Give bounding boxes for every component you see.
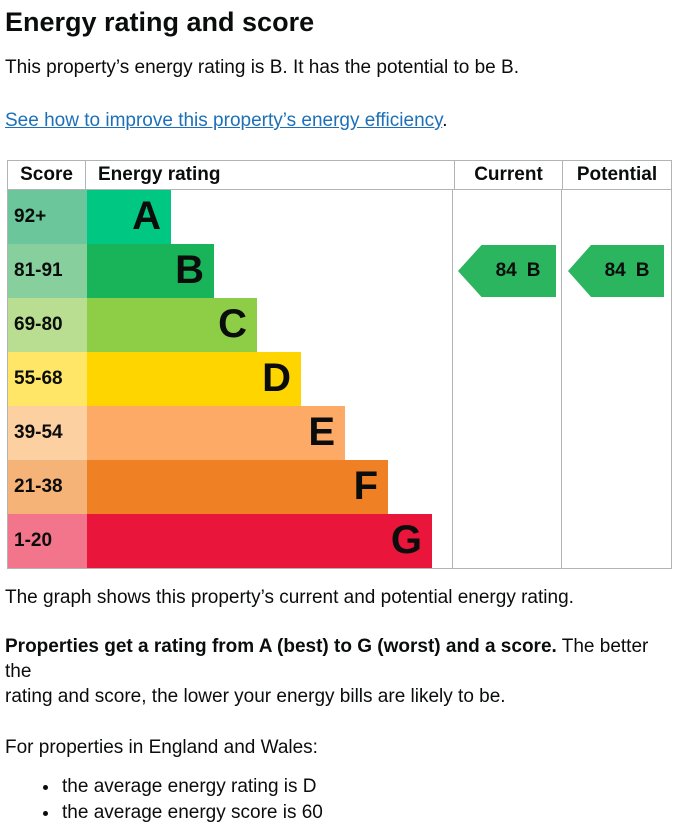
band-score-cell: 39-54: [8, 406, 87, 460]
band-bar: G: [87, 514, 432, 568]
band-score-cell: 81-91: [8, 244, 87, 298]
average-rating-item: the average energy rating is D: [60, 774, 676, 800]
potential-band: B: [635, 260, 650, 281]
band-bar: C: [87, 298, 257, 352]
band-score-cell: 69-80: [8, 298, 87, 352]
rating-explanation-rest-1: The better the: [5, 636, 649, 682]
band-row: 92+ A: [8, 190, 671, 244]
region-heading: For properties in England and Wales:: [5, 737, 318, 758]
average-score-item: the average energy score is 60: [60, 800, 676, 826]
potential-rating-arrow: 84 B: [568, 245, 664, 297]
improve-link-line: See how to improve this property’s energ…: [5, 108, 676, 133]
band-score-cell: 92+: [8, 190, 87, 244]
current-band: B: [526, 260, 541, 281]
band-score-cell: 21-38: [8, 460, 87, 514]
band-bar: D: [87, 352, 301, 406]
band-bar: B: [87, 244, 214, 298]
current-rating-arrow: 84 B: [458, 245, 556, 297]
page-title: Energy rating and score: [5, 7, 315, 37]
header-score: Score: [8, 161, 86, 189]
graph-caption: The graph shows this property’s current …: [5, 587, 574, 608]
link-suffix: .: [442, 110, 448, 131]
rating-explanation: Properties get a rating from A (best) to…: [5, 634, 676, 709]
chart-body: 92+ A 81-91 B 69-80 C 55-68 D 39-54 E 21…: [8, 190, 671, 568]
potential-column-divider: [561, 190, 562, 568]
band-score-cell: 55-68: [8, 352, 87, 406]
current-score: 84: [495, 260, 517, 281]
band-bar: E: [87, 406, 345, 460]
band-bar: F: [87, 460, 388, 514]
band-row: 21-38 F: [8, 460, 671, 514]
header-current: Current: [454, 161, 562, 189]
band-score-cell: 1-20: [8, 514, 87, 568]
current-column-divider: [452, 190, 453, 568]
header-potential: Potential: [562, 161, 671, 189]
intro-text: This property’s energy rating is B. It h…: [5, 57, 519, 78]
band-row: 39-54 E: [8, 406, 671, 460]
improve-efficiency-link[interactable]: See how to improve this property’s energ…: [5, 110, 443, 131]
band-row: 1-20 G: [8, 514, 671, 568]
averages-list: the average energy rating is D the avera…: [5, 774, 676, 826]
band-bar: A: [87, 190, 171, 244]
epc-rows: 92+ A 81-91 B 69-80 C 55-68 D 39-54 E 21…: [8, 190, 671, 568]
band-row: 81-91 B: [8, 244, 671, 298]
potential-score: 84: [604, 260, 626, 281]
rating-explanation-bold: Properties get a rating from A (best) to…: [5, 636, 557, 657]
chart-header-row: Score Energy rating Current Potential: [8, 161, 671, 190]
band-row: 69-80 C: [8, 298, 671, 352]
band-row: 55-68 D: [8, 352, 671, 406]
rating-explanation-rest-2: rating and score, the lower your energy …: [5, 686, 506, 707]
energy-rating-chart: Score Energy rating Current Potential 92…: [7, 160, 672, 569]
header-energy-rating: Energy rating: [98, 164, 221, 185]
